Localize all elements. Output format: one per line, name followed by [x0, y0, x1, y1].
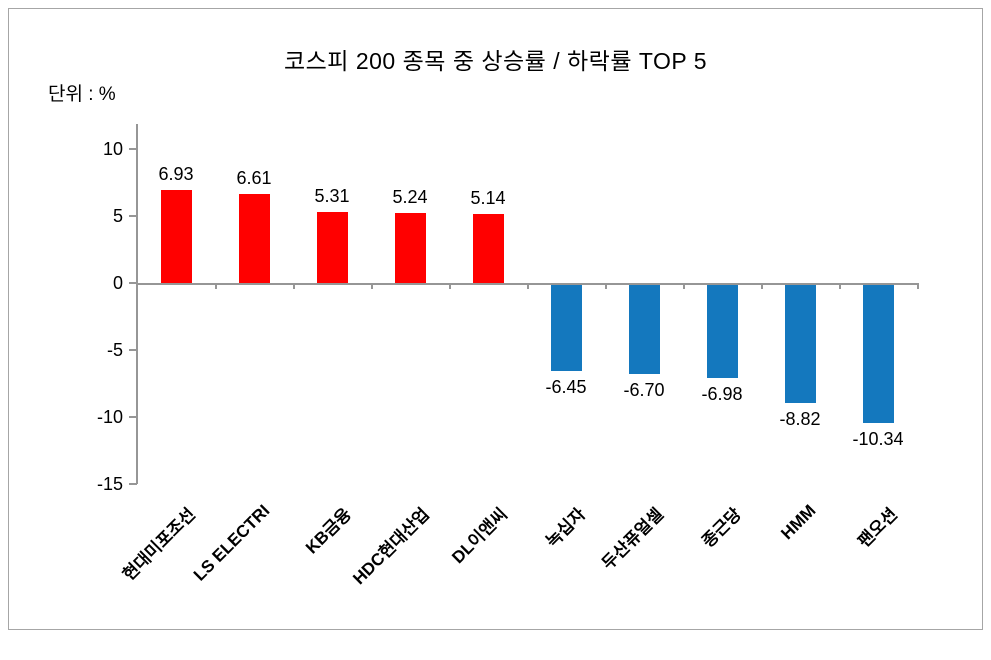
- y-axis-tick-label: 0: [112, 273, 123, 293]
- category-axis-tick: [605, 283, 607, 289]
- y-axis-tick: [129, 416, 137, 418]
- category-axis-tick: [761, 283, 763, 289]
- category-label: 팬오션: [854, 504, 901, 552]
- bar-value-label: -8.82: [779, 408, 821, 429]
- category-label: KB금융: [302, 504, 355, 558]
- bar-value-label: -10.34: [852, 429, 904, 450]
- bar: [316, 211, 348, 283]
- category-axis-tick: [917, 283, 919, 289]
- category-axis-tick: [683, 283, 685, 289]
- category-axis-tick: [215, 283, 217, 289]
- y-axis-tick-label: 5: [112, 206, 123, 226]
- y-axis-tick: [129, 215, 137, 217]
- y-axis-tick-label: -15: [96, 474, 123, 494]
- category-label: HMM: [777, 501, 820, 544]
- y-axis-line: [136, 124, 138, 484]
- bar-value-label: -6.45: [545, 376, 587, 397]
- category-label: 두산퓨얼셀: [598, 504, 667, 574]
- y-axis-tick: [129, 483, 137, 485]
- category-label: LS ELECTRI: [189, 501, 274, 585]
- bar-value-label: 5.14: [470, 188, 506, 209]
- bar-value-label: 5.31: [314, 185, 350, 206]
- chart-title: 코스피 200 종목 중 상승률 / 하락률 TOP 5: [283, 48, 708, 74]
- bar: [394, 212, 426, 283]
- y-axis-tick: [129, 148, 137, 150]
- chart-frame: [8, 8, 983, 630]
- bar-value-label: 5.24: [392, 186, 428, 207]
- category-axis-tick: [371, 283, 373, 289]
- plot-area: 10 5 0 -5 -10 -15 6.93 현대미포조선 6.61 LS ELECTRI 5.31…: [96, 124, 919, 588]
- y-axis-tick: [129, 349, 137, 351]
- y-axis-tick-label: -10: [96, 407, 123, 427]
- y-axis-tick: [129, 282, 137, 284]
- category-label: HDC현대산업: [349, 504, 433, 589]
- category-axis-tick: [839, 283, 841, 289]
- category-label: DL이앤씨: [448, 504, 511, 568]
- bar-value-label: -6.98: [701, 384, 743, 405]
- bar: [160, 190, 192, 283]
- bar: [862, 284, 894, 424]
- bar-value-label: 6.61: [236, 168, 272, 189]
- bar: [628, 284, 660, 375]
- category-axis-tick: [527, 283, 529, 289]
- bar: [238, 194, 270, 283]
- category-axis-tick: [449, 283, 451, 289]
- category-label: 현대미포조선: [119, 504, 199, 585]
- category-label: 녹십자: [542, 504, 589, 552]
- y-axis-tick-label: -5: [106, 340, 123, 360]
- bar-value-label: 6.93: [158, 164, 194, 185]
- bar: [472, 214, 504, 283]
- bar: [706, 284, 738, 379]
- category-axis-tick: [293, 283, 295, 289]
- bar: [550, 284, 582, 371]
- bar: [784, 284, 816, 403]
- category-label: 종근당: [698, 504, 745, 552]
- unit-label: 단위 : %: [48, 84, 116, 105]
- y-axis-tick-label: 10: [102, 139, 123, 159]
- bar-value-label: -6.70: [623, 380, 665, 401]
